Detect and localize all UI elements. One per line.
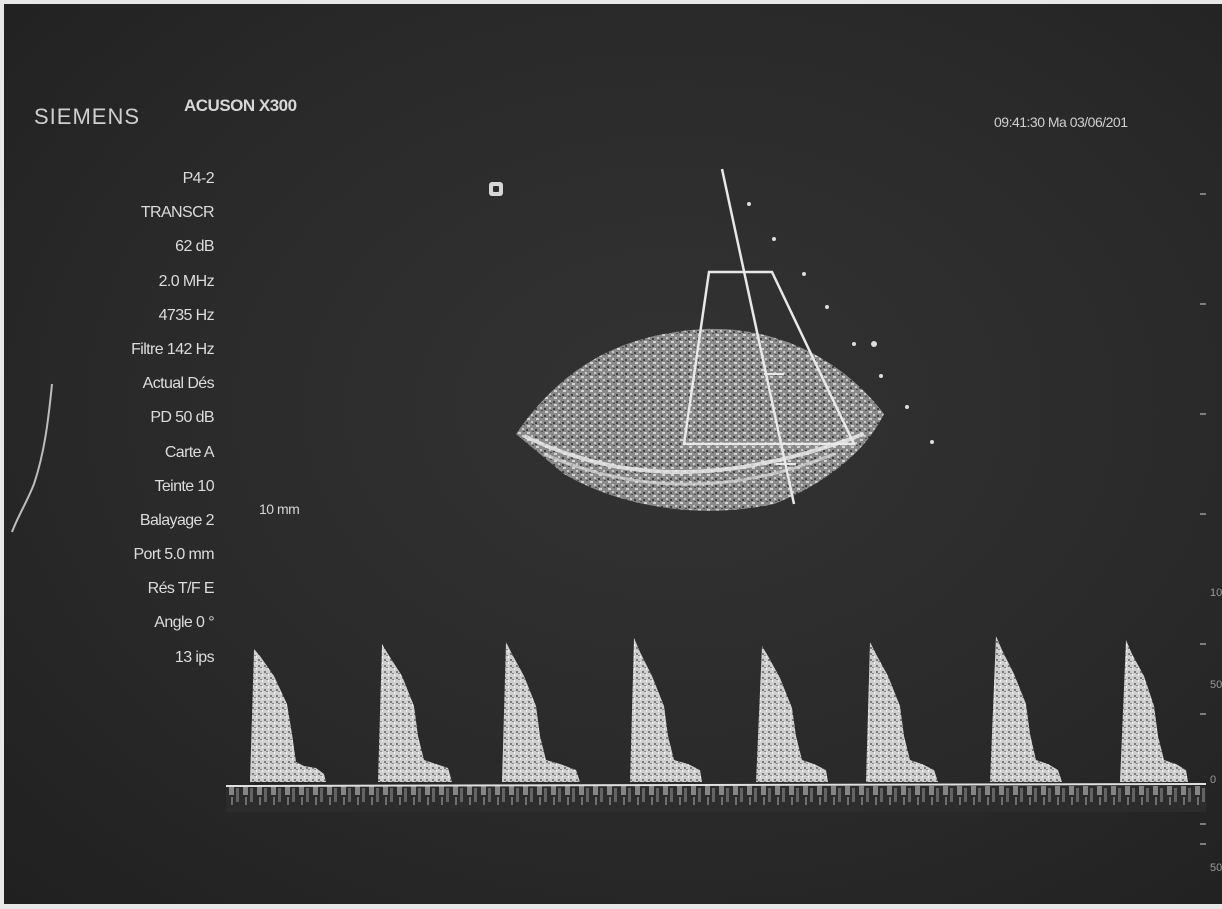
doppler-baseline [226, 786, 1206, 812]
param-angle: Angle 0 ° [154, 614, 214, 632]
scale-tick-label: 0 [1210, 774, 1217, 786]
velocity-scale [1200, 193, 1206, 845]
bmode-sector [516, 168, 934, 511]
scale-tick-label: 50 [1210, 679, 1222, 691]
param-update: Actual Dés [142, 375, 215, 393]
param-preset: TRANSCR [140, 204, 215, 222]
parameter-panel: P4-2 TRANSCR 62 dB 2.0 MHz 4735 Hz Filtr… [131, 162, 215, 675]
ultrasound-screen: SIEMENS ACUSON X300 09:41:30 Ma 03/06/20… [4, 4, 1222, 904]
param-probe: P4-2 [182, 170, 215, 187]
param-sweep: Balayage 2 [139, 511, 215, 529]
param-frame-rate: 13 ips [174, 648, 215, 666]
param-power-doppler: PD 50 dB [150, 409, 214, 427]
scale-tick-label: 10 [1210, 587, 1222, 599]
orientation-marker-icon [489, 182, 503, 196]
param-dynamic-range: 62 dB [175, 238, 214, 256]
param-filter: Filtre 142 Hz [131, 340, 215, 358]
scale-tick-label: 50 [1210, 862, 1222, 874]
param-frequency: 2.0 MHz [158, 272, 215, 290]
datetime-label: 09:41:30 Ma 03/06/201 [994, 114, 1128, 130]
param-tint: Teinte 10 [154, 477, 214, 495]
param-resolution: Rés T/F E [147, 580, 215, 598]
depth-label: 10 mm [259, 501, 300, 517]
param-map: Carte A [164, 443, 215, 461]
param-gate: Port 5.0 mm [133, 546, 214, 564]
param-prf: 4735 Hz [158, 306, 215, 324]
model-label: ACUSON X300 [184, 96, 297, 115]
brand-label: SIEMENS [34, 104, 141, 129]
doppler-waveforms [250, 636, 1188, 782]
ultrasound-graphics [11, 168, 1207, 845]
